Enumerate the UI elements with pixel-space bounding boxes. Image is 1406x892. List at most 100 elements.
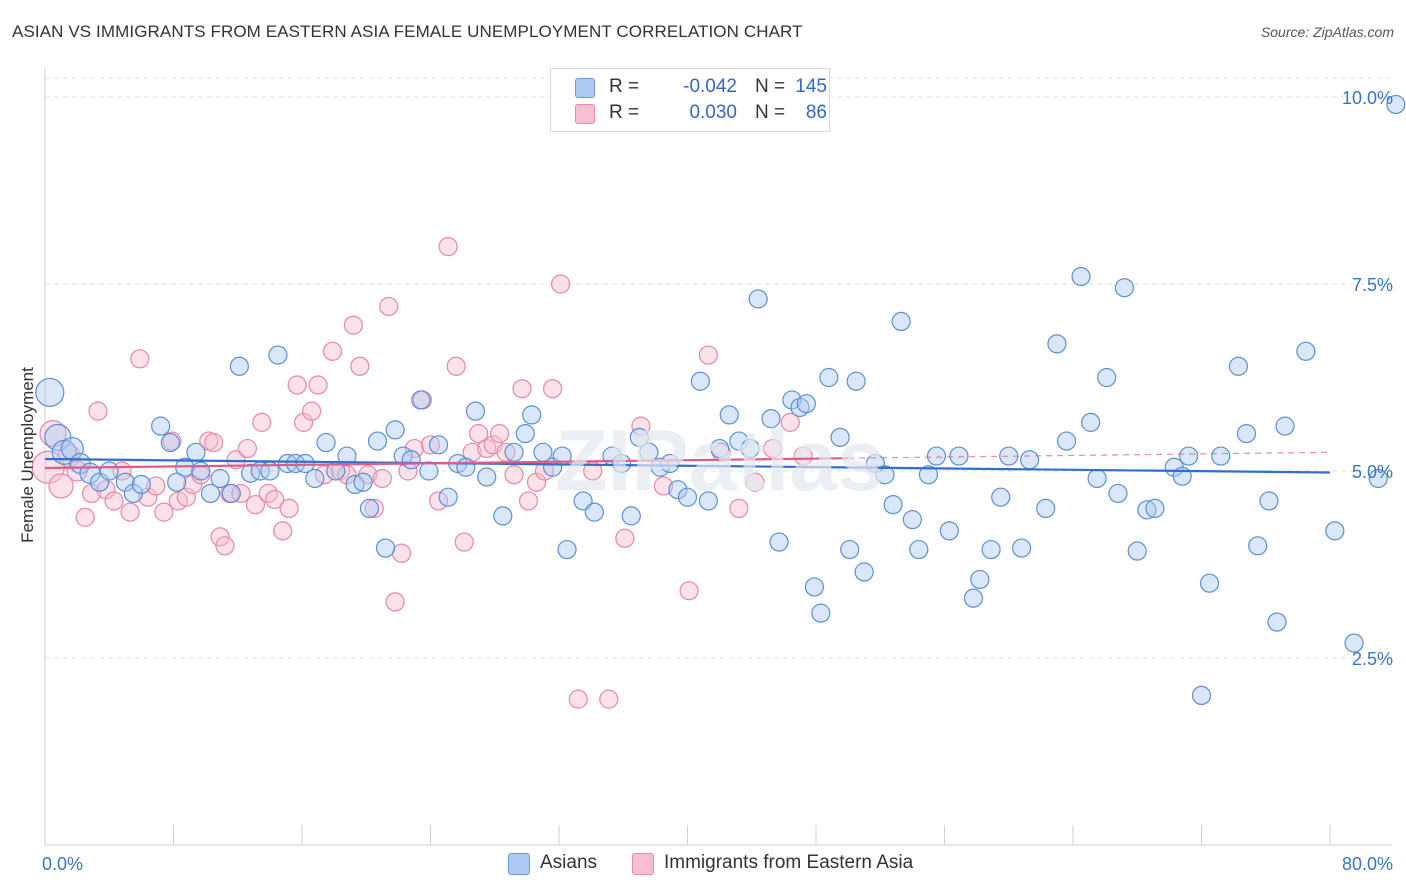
- asians-point: [268, 345, 288, 365]
- asians-point: [584, 502, 604, 522]
- immigrants-point: [350, 356, 370, 376]
- immigrants-trend-line: [44, 457, 849, 470]
- asians-point: [401, 450, 421, 470]
- immigrants-point: [504, 465, 524, 485]
- immigrants-point: [379, 296, 399, 317]
- asians-point: [295, 453, 315, 474]
- asians-point: [918, 465, 939, 485]
- asians-point: [151, 416, 171, 436]
- asians-point: [375, 538, 396, 558]
- legend-row-immigrants: R = 0.030 N = 86: [575, 102, 827, 126]
- immigrants-point: [81, 483, 102, 504]
- asians-point: [522, 405, 542, 425]
- asians-point: [811, 603, 831, 623]
- y-axis-label: Female Unemployment: [18, 367, 37, 543]
- asians-point: [1259, 491, 1279, 511]
- asians-point: [428, 435, 449, 455]
- asians-point: [698, 491, 718, 511]
- asians-point: [1296, 341, 1316, 361]
- asians-point: [883, 495, 903, 515]
- asians-point: [902, 510, 922, 530]
- asians-point: [411, 390, 431, 410]
- asians-point: [186, 442, 206, 462]
- asians-point: [1386, 94, 1406, 115]
- immigrants-point: [215, 536, 235, 556]
- immigrants-point: [287, 375, 307, 395]
- asians-point: [1114, 278, 1135, 298]
- axes: [44, 68, 1392, 846]
- asians-point: [668, 480, 688, 500]
- trend-lines: [44, 451, 1331, 474]
- asians-point: [477, 467, 497, 487]
- immigrants-point: [729, 498, 749, 518]
- asians-point: [970, 569, 990, 590]
- asians-point: [1191, 685, 1212, 706]
- immigrants-point: [420, 435, 441, 455]
- asians-point: [367, 431, 388, 451]
- immigrants-legend-swatch: [632, 853, 654, 875]
- asians-point: [991, 487, 1011, 507]
- immigrants-point: [75, 507, 95, 527]
- asians-point: [1236, 424, 1257, 444]
- asians-point: [926, 446, 947, 466]
- immigrants-point: [385, 592, 405, 612]
- asians-point: [115, 472, 135, 492]
- y-tick-label: 5.0%: [1352, 462, 1393, 482]
- asians-point: [160, 432, 180, 453]
- source-label: Source: ZipAtlas.com: [1260, 24, 1394, 40]
- immigrants-point: [653, 476, 674, 496]
- asians-point: [875, 465, 895, 485]
- immigrants-point: [88, 401, 108, 421]
- y-tick-label: 2.5%: [1352, 649, 1393, 669]
- immigrants-point: [48, 473, 74, 499]
- immigrants-point: [745, 472, 765, 492]
- asians-point: [285, 453, 306, 474]
- asians-point: [191, 461, 211, 481]
- asians-point: [210, 468, 230, 489]
- asians-point: [729, 431, 749, 451]
- immigrants-point: [273, 521, 293, 541]
- n-label: N =: [755, 102, 786, 123]
- asians-point: [949, 446, 969, 466]
- asians-points: [35, 94, 1406, 706]
- asians-point: [353, 472, 373, 492]
- asians-point: [1011, 538, 1032, 558]
- asians-point: [438, 487, 458, 507]
- asians-point: [1267, 612, 1287, 632]
- asians-point: [761, 409, 781, 429]
- immigrants-points: [31, 237, 813, 709]
- asians-point: [748, 289, 768, 309]
- immigrants-point: [372, 468, 392, 489]
- x-tick-label: 0.0%: [42, 854, 83, 874]
- immigrants-point: [428, 491, 449, 511]
- asians-point: [1020, 450, 1040, 470]
- asians-point: [840, 539, 860, 560]
- tick-labels: 2.5% 5.0% 7.5% 10.0% 0.0% 80.0%: [42, 88, 1393, 874]
- immigrants-point: [231, 483, 251, 504]
- asians-point: [131, 474, 151, 495]
- r-label: R =: [609, 102, 640, 123]
- y-tick-label: 10.0%: [1342, 88, 1393, 108]
- immigrants-point: [512, 379, 532, 399]
- immigrants-point: [364, 498, 384, 518]
- immigrants-point: [96, 480, 116, 500]
- asians-point: [629, 427, 649, 447]
- asians-point: [1199, 573, 1220, 593]
- immigrants-trend-extension: [848, 451, 1331, 459]
- asians-point: [1047, 334, 1067, 354]
- asians-legend-swatch: [508, 853, 530, 875]
- immigrants-point: [237, 438, 257, 459]
- asians-point: [359, 498, 380, 518]
- immigrants-swatch: [575, 104, 595, 124]
- asians-point: [612, 453, 632, 474]
- immigrants-point: [489, 424, 510, 444]
- immigrants-point: [599, 689, 619, 709]
- asians-point: [1179, 446, 1199, 466]
- asians-point: [229, 356, 249, 376]
- asians-point: [35, 377, 65, 408]
- asians-point: [1056, 431, 1077, 451]
- immigrants-point: [518, 491, 539, 511]
- asians-point: [1036, 498, 1056, 518]
- asians-trend-line: [44, 457, 1331, 474]
- immigrants-point: [469, 424, 489, 444]
